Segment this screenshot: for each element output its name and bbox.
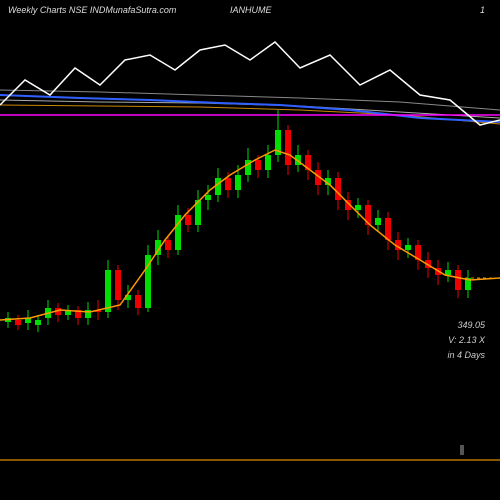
header-left: Weekly Charts NSE INDMunafaSutra.com	[8, 5, 176, 15]
info-price: 349.05	[457, 320, 485, 330]
header-right: 1	[480, 5, 485, 15]
header-ticker: IANHUME	[230, 5, 272, 15]
info-days: in 4 Days	[447, 350, 485, 360]
price-chart	[0, 0, 500, 500]
info-volume: V: 2.13 X	[448, 335, 485, 345]
chart-container: Weekly Charts NSE INDMunafaSutra.com IAN…	[0, 0, 500, 500]
